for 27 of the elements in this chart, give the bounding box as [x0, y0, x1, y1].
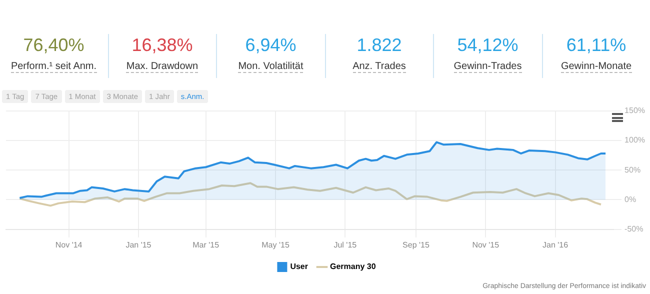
- x-tick-label: May '15: [262, 240, 290, 250]
- text: 61,11%: [566, 35, 626, 55]
- y-tick-label: 0%: [624, 194, 636, 204]
- x-tick-label: Jan '15: [126, 240, 152, 250]
- legend-label: Germany 30: [330, 262, 376, 272]
- y-tick-label: -50%: [624, 224, 644, 234]
- category-label: Gewinn-Monate: [560, 61, 632, 73]
- y-tick-label: 150%: [624, 106, 646, 116]
- text: 16,38%: [132, 35, 193, 55]
- category-label: Gewinn-Trades: [454, 61, 522, 73]
- category-label: Mon. Volatilität: [238, 61, 304, 73]
- y-tick-label: 50%: [624, 165, 641, 174]
- x-tick-label: Sep '15: [402, 240, 430, 250]
- x-tick-label: Mar '15: [192, 240, 220, 250]
- category-label: Anz. Trades: [352, 61, 406, 73]
- text: 1.822: [356, 35, 402, 55]
- x-tick-label: Nov '15: [472, 240, 500, 250]
- y-tick-label: 100%: [624, 136, 646, 145]
- text: 54,12%: [457, 35, 518, 55]
- category-label: Perform.¹ seit Anm.: [10, 61, 97, 73]
- text: 6,94%: [245, 35, 296, 55]
- x-tick-label: Nov '14: [55, 240, 83, 250]
- category-label: Max. Drawdown: [126, 61, 198, 73]
- x-tick-label: Jul '15: [334, 240, 358, 250]
- text: 76,40%: [23, 35, 84, 55]
- x-tick-label: Jan '16: [542, 240, 569, 250]
- legend-label: User: [290, 262, 308, 272]
